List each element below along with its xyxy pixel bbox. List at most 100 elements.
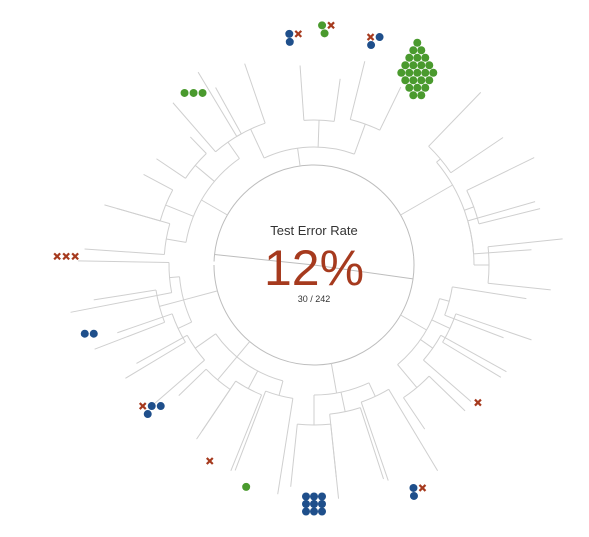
branch-link <box>450 137 504 174</box>
correct-blue-dot <box>285 37 294 46</box>
correct-green-dot <box>421 83 430 92</box>
correct-blue-dot <box>310 492 318 501</box>
branch-arc <box>444 286 453 316</box>
branch-link <box>423 359 472 402</box>
branch-link <box>478 208 541 225</box>
correct-green-dot <box>413 38 422 47</box>
correct-green-dot <box>409 76 418 85</box>
correct-green-dot <box>242 482 251 491</box>
error-mark <box>366 33 375 41</box>
branch-link <box>420 339 434 349</box>
correct-blue-dot <box>310 507 318 516</box>
correct-blue-dot <box>409 483 418 492</box>
branch-link <box>78 260 170 263</box>
branch-link <box>444 314 504 339</box>
branch-link <box>436 158 441 163</box>
inner-ring-arc <box>213 256 415 366</box>
branch-link <box>403 397 426 430</box>
correct-blue-dot <box>302 500 310 508</box>
branch-link <box>442 341 502 378</box>
error-mark <box>294 30 303 38</box>
correct-blue-dot <box>302 507 310 516</box>
branch-link <box>230 394 263 472</box>
branch-link <box>359 407 385 480</box>
correct-green-dot <box>320 29 329 38</box>
branch-link <box>151 359 205 407</box>
correct-green-dot <box>421 68 430 77</box>
correct-green-dot <box>413 68 422 77</box>
branch-link <box>466 157 535 191</box>
correct-green-dot <box>417 46 426 55</box>
branch-arc <box>397 298 441 365</box>
branch-link <box>464 206 474 211</box>
error-rate-value: 12% <box>264 240 364 296</box>
branch-link <box>290 424 298 487</box>
branch-link <box>201 199 228 216</box>
branch-link <box>349 61 366 120</box>
branch-link <box>452 286 527 300</box>
branch-link <box>330 424 340 499</box>
branch-link <box>136 334 188 364</box>
correct-blue-dot <box>147 402 156 411</box>
branch-link <box>84 248 165 256</box>
branch-link <box>165 204 194 217</box>
branch-link <box>317 120 320 148</box>
correct-green-dot <box>429 68 438 77</box>
correct-blue-dot <box>318 500 326 508</box>
correct-blue-dot <box>409 491 418 500</box>
correct-green-dot <box>189 88 198 97</box>
branch-link <box>431 319 451 329</box>
root-link <box>214 254 315 266</box>
branch-arc <box>467 220 475 254</box>
correct-blue-dot <box>80 329 89 338</box>
branch-arc <box>263 146 355 159</box>
correct-green-dot <box>405 68 414 77</box>
correct-green-dot <box>417 91 426 100</box>
branch-link <box>400 314 427 331</box>
branch-link <box>177 321 192 329</box>
branch-link <box>487 282 551 291</box>
branch-link <box>353 123 366 155</box>
branch-link <box>379 86 402 131</box>
inner-ring-arc <box>213 164 415 262</box>
correct-green-dot <box>413 53 422 62</box>
branch-link <box>94 321 165 350</box>
branch-link <box>440 334 507 373</box>
correct-blue-dot <box>367 41 376 50</box>
correct-green-dot <box>409 46 418 55</box>
branch-link <box>277 398 294 495</box>
correct-blue-dot <box>318 492 326 501</box>
branch-arc <box>487 246 490 284</box>
branch-arc <box>185 158 240 243</box>
correct-green-dot <box>198 88 207 97</box>
correct-green-dot <box>401 61 410 70</box>
branch-arc <box>215 333 284 382</box>
branch-arc <box>329 407 361 415</box>
branch-link <box>473 249 532 255</box>
branch-arc <box>313 382 370 396</box>
branch-link <box>467 201 536 222</box>
branch-link <box>278 380 284 396</box>
correct-green-dot <box>425 76 434 85</box>
error-fraction: 30 / 242 <box>298 294 331 304</box>
correct-blue-dot <box>143 410 152 419</box>
correct-green-dot <box>425 61 434 70</box>
correct-blue-dot <box>310 500 318 508</box>
error-mark <box>418 484 427 492</box>
branch-link <box>227 141 240 159</box>
correct-blue-dot <box>318 507 326 516</box>
branch-link <box>70 292 172 313</box>
correct-green-dot <box>397 68 406 77</box>
correct-green-dot <box>409 61 418 70</box>
error-mark <box>62 252 70 261</box>
branch-link <box>156 158 186 179</box>
correct-green-dot <box>409 91 418 100</box>
correct-green-dot <box>405 83 414 92</box>
correct-green-dot <box>318 21 327 30</box>
error-mark <box>205 457 214 465</box>
correct-green-dot <box>405 53 414 62</box>
correct-green-dot <box>417 61 426 70</box>
correct-blue-dot <box>375 33 384 42</box>
